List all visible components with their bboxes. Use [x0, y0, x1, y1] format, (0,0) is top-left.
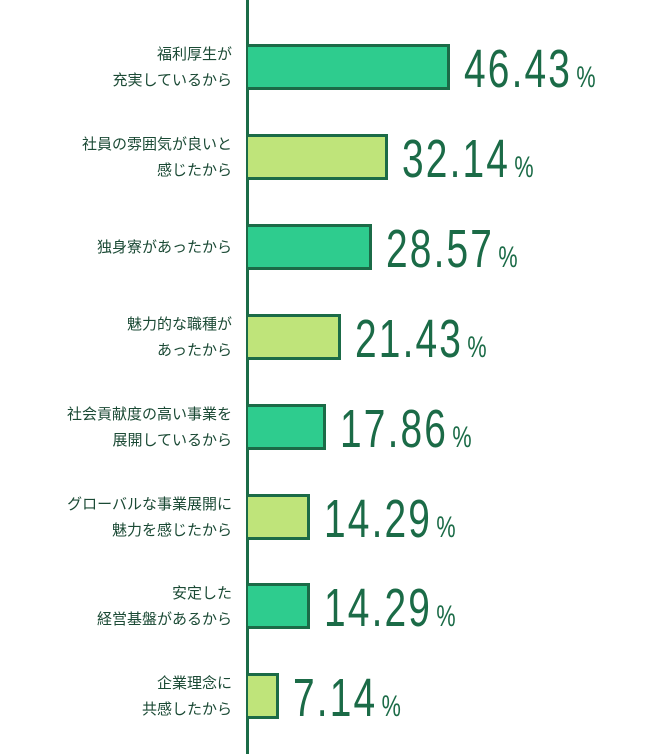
axis-line — [246, 0, 249, 754]
value-label: 28.57% — [386, 218, 521, 279]
value-label: 46.43% — [463, 39, 598, 99]
category-label: 企業理念に 共感したから — [141, 674, 232, 719]
bar — [248, 223, 373, 270]
category-label: 魅力的な職種が あったから — [126, 314, 232, 359]
bar — [248, 673, 280, 720]
value-label: 14.29% — [324, 578, 458, 639]
category-label: 社会貢献度の高い事業を 展開しているから — [66, 404, 232, 449]
value-label: 7.14% — [293, 668, 404, 729]
category-label: 社員の雰囲気が良いと 感じたから — [81, 134, 232, 179]
bar — [248, 583, 311, 630]
value-label: 32.14% — [401, 128, 536, 189]
value-label: 14.29% — [324, 488, 458, 549]
bar — [248, 493, 311, 540]
bar — [248, 133, 388, 180]
category-label: 独身寮があったから — [96, 237, 232, 256]
value-label: 17.86% — [339, 398, 474, 459]
category-label: グローバルな事業展開に 魅力を感じたから — [67, 494, 232, 539]
bar — [248, 403, 326, 450]
bar — [248, 44, 450, 90]
category-label: 福利厚生が 充実しているから — [112, 45, 232, 89]
category-label: 安定した 経営基盤があるから — [96, 584, 232, 629]
value-label: 21.43% — [355, 308, 490, 369]
bar — [248, 313, 342, 360]
